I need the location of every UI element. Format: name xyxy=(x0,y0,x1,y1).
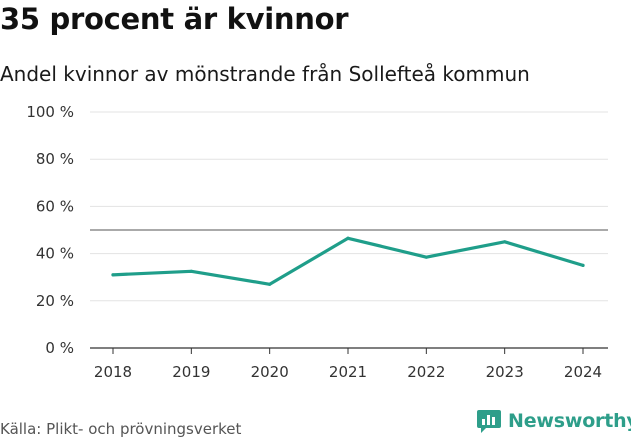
chart-title: 35 procent är kvinnor xyxy=(0,2,349,36)
y-tick-label: 20 % xyxy=(36,292,74,310)
data-point xyxy=(503,240,507,244)
x-tick-label: 2022 xyxy=(407,363,445,381)
source-note: Källa: Plikt- och prövningsverket xyxy=(0,420,242,438)
line-chart: 0 % 20 % 40 % 60 % 80 % 100 % 2018 2019 2020 2021… xyxy=(26,103,608,381)
x-tick-label: 2021 xyxy=(329,363,367,381)
chart-subtitle: Andel kvinnor av mönstrande från Solleft… xyxy=(0,62,530,86)
x-tick-label: 2020 xyxy=(251,363,289,381)
data-point xyxy=(346,236,350,240)
data-point xyxy=(189,269,193,273)
data-point xyxy=(268,282,272,286)
data-point xyxy=(581,263,585,267)
x-tick-label: 2024 xyxy=(564,363,602,381)
y-tick-label: 40 % xyxy=(36,245,74,263)
data-point xyxy=(111,273,115,277)
y-tick-label: 60 % xyxy=(36,197,74,215)
x-tick-label: 2018 xyxy=(94,363,132,381)
x-tick-label: 2023 xyxy=(486,363,524,381)
bar-chart-speech-bubble-icon xyxy=(477,410,501,433)
brand-name: Newsworthy xyxy=(508,410,631,432)
brand-logo[interactable]: Newsworthy xyxy=(476,408,631,434)
y-tick-label: 100 % xyxy=(26,103,74,121)
y-tick-label: 0 % xyxy=(45,339,74,357)
series-line xyxy=(111,236,585,286)
y-tick-label: 80 % xyxy=(36,150,74,168)
data-point xyxy=(424,255,428,259)
x-tick-label: 2019 xyxy=(172,363,210,381)
